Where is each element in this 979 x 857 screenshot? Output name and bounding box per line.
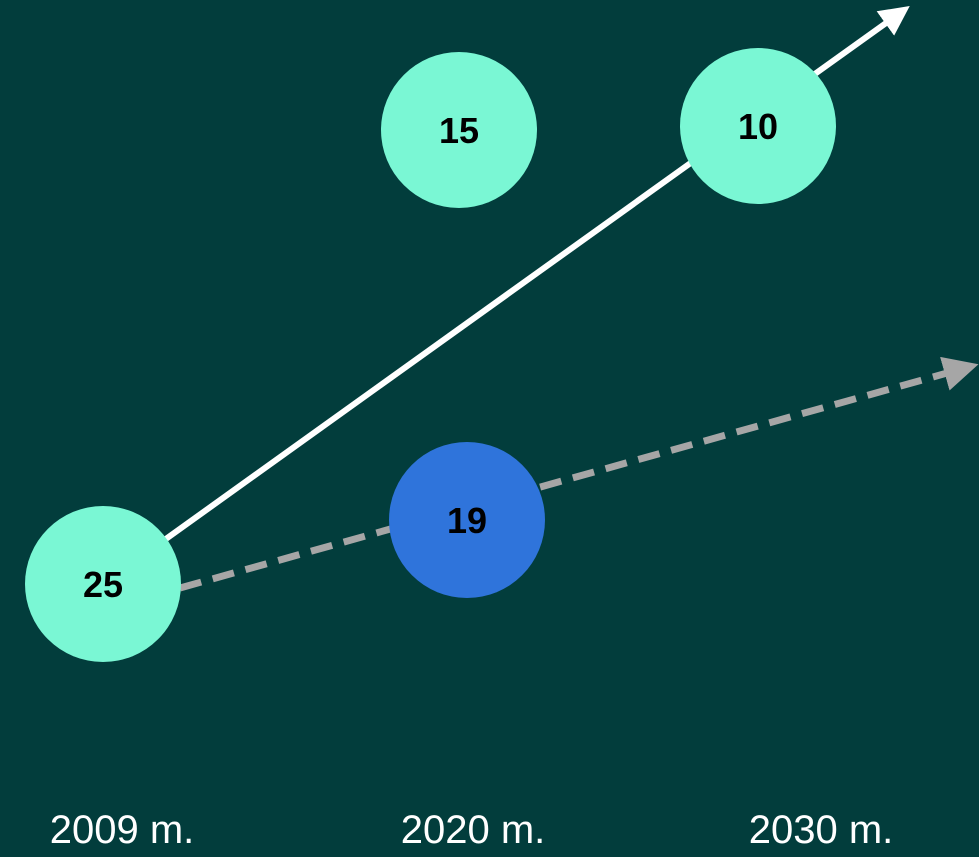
markers-layer: 25 15 10 19 — [25, 48, 836, 662]
x-axis-ticks: 2009 m. 2020 m. 2030 m. — [50, 808, 894, 852]
main-marker-2 — [680, 48, 836, 204]
main-marker-0 — [25, 506, 181, 662]
x-tick-label-2: 2030 m. — [749, 808, 894, 852]
baseline-series-line — [179, 356, 979, 592]
main-marker-1 — [381, 52, 537, 208]
baseline-marker-1 — [389, 442, 545, 598]
main-data-label-2: 10 — [738, 106, 778, 147]
x-tick-label-1: 2020 m. — [401, 808, 546, 852]
x-tick-label-0: 2009 m. — [50, 808, 195, 852]
main-data-label-0: 25 — [83, 564, 123, 605]
baseline-data-label-1: 19 — [447, 500, 487, 541]
main-data-label-1: 15 — [439, 110, 479, 151]
